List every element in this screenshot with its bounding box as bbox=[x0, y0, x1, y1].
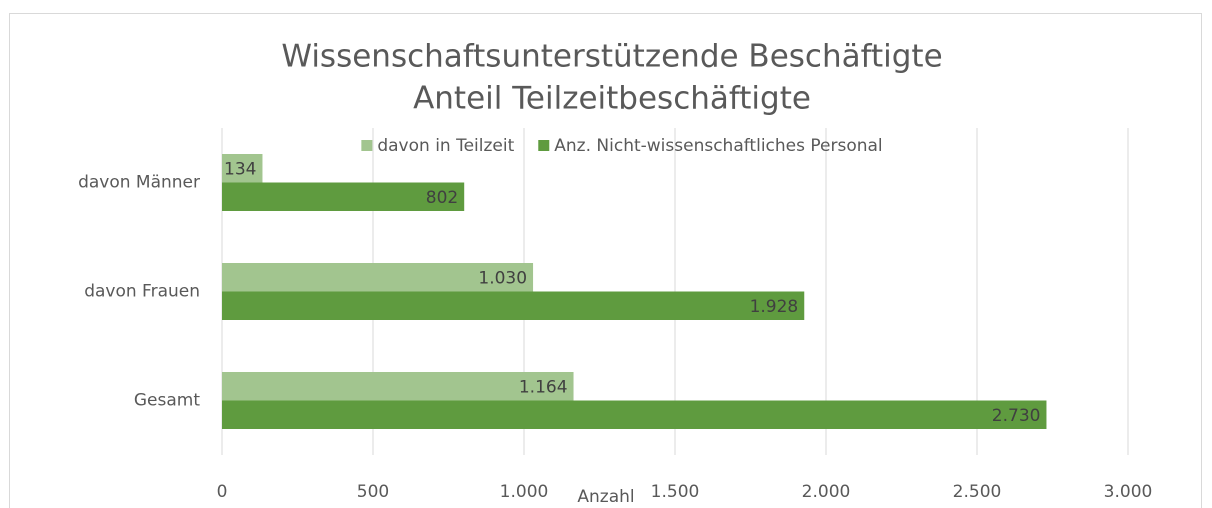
legend: davon in Teilzeit Anz. Nicht-wissenschaft… bbox=[361, 136, 883, 156]
x-tick-label: 500 bbox=[357, 482, 389, 502]
value-label: 1.030 bbox=[478, 268, 527, 288]
x-tick-label: 1.000 bbox=[500, 482, 549, 502]
bar bbox=[222, 263, 534, 292]
legend-label: davon in Teilzeit bbox=[377, 136, 514, 156]
chart-title: Anteil Teilzeitbeschäftigte bbox=[413, 81, 811, 117]
bar bbox=[222, 182, 465, 211]
chart-border bbox=[9, 13, 1202, 508]
legend-label: Anz. Nicht-wissenschaftliches Personal bbox=[554, 136, 882, 156]
bar bbox=[222, 372, 574, 401]
x-tick-label: 1.500 bbox=[651, 482, 700, 502]
x-tick-label: 0 bbox=[217, 482, 228, 502]
legend-swatch bbox=[361, 140, 373, 151]
bar bbox=[222, 154, 263, 183]
y-tick-label: davon Männer bbox=[78, 173, 200, 193]
bar bbox=[222, 400, 1047, 429]
legend-swatch bbox=[538, 140, 550, 151]
value-label: 134 bbox=[224, 159, 256, 179]
y-tick-label: davon Frauen bbox=[84, 282, 200, 302]
x-tick-label: 3.000 bbox=[1104, 482, 1153, 502]
x-tick-label: 2.500 bbox=[953, 482, 1002, 502]
chart-title: Wissenschaftsunterstützende Beschäftigte bbox=[281, 39, 942, 75]
x-tick-label: 2.000 bbox=[802, 482, 851, 502]
value-label: 2.730 bbox=[992, 406, 1041, 426]
y-tick-label: Gesamt bbox=[134, 391, 200, 411]
value-label: 802 bbox=[426, 188, 458, 208]
x-axis-label: Anzahl bbox=[577, 487, 634, 507]
value-label: 1.928 bbox=[750, 297, 799, 317]
value-label: 1.164 bbox=[519, 377, 568, 397]
bar bbox=[222, 291, 805, 320]
